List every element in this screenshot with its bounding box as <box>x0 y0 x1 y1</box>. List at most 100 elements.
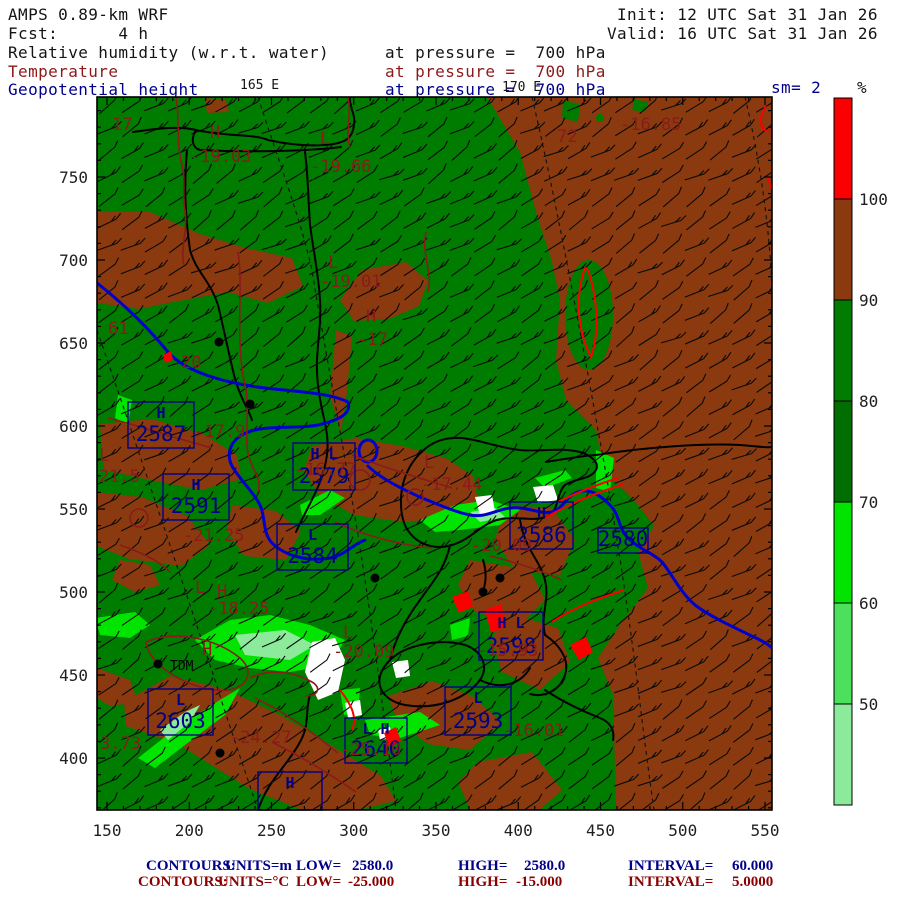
wind-barb <box>310 583 331 604</box>
y-axis-tick-label: 500 <box>59 583 88 602</box>
wind-barb <box>544 607 567 626</box>
wind-barb <box>262 445 286 462</box>
wind-barb <box>168 375 192 392</box>
wind-barb <box>684 540 710 554</box>
height-extremum-letter: H <box>285 774 294 792</box>
wind-barb <box>380 210 401 231</box>
wind-barb <box>145 746 166 767</box>
height-extremum-letter: L H <box>362 720 389 738</box>
wind-barb <box>637 143 662 159</box>
contour-info-token: LOW= <box>296 874 342 890</box>
contour-info-token: -15.000 <box>516 874 563 890</box>
wind-barb <box>708 680 733 694</box>
wind-barb <box>333 280 355 300</box>
wind-barb <box>731 516 757 531</box>
wind-barb <box>97 492 122 509</box>
wind-barb <box>426 400 451 414</box>
wind-barb <box>473 166 498 182</box>
wind-barb <box>731 236 756 252</box>
wind-barb <box>731 563 757 578</box>
contour-info-token: HIGH= <box>458 858 508 874</box>
colorbar-tick-label: 60 <box>859 594 878 613</box>
wind-barb <box>332 260 357 275</box>
wind-barb <box>261 749 286 764</box>
wind-barb <box>591 257 613 277</box>
wind-barb <box>168 467 191 486</box>
wind-barb <box>238 283 263 298</box>
wind-barb <box>145 467 167 487</box>
wind-barb <box>121 561 144 579</box>
wind-barb <box>263 257 284 277</box>
wind-barb <box>686 210 707 231</box>
wind-barb <box>121 188 144 206</box>
wind-barb <box>261 121 287 135</box>
wind-barb <box>357 792 377 810</box>
wind-barb <box>521 677 543 696</box>
contour-info-token: -25.000 <box>348 874 395 890</box>
meridian-lines <box>97 97 772 810</box>
wind-barb <box>262 210 284 231</box>
wind-barb <box>639 233 660 254</box>
wind-barb <box>708 259 733 275</box>
wind-barb <box>380 396 401 417</box>
wind-barb <box>662 514 684 533</box>
wind-barb <box>685 770 707 789</box>
wind-barb <box>543 283 568 299</box>
wind-barb <box>590 587 616 600</box>
wind-barb <box>214 657 240 670</box>
wind-barb <box>309 537 332 556</box>
temperature-label: -19.01 <box>320 272 381 292</box>
wind-barb <box>355 331 381 344</box>
wind-barb <box>615 792 636 810</box>
wind-barb <box>144 587 170 601</box>
wind-barb <box>567 142 591 160</box>
wind-barb <box>544 420 566 440</box>
wind-barb <box>355 423 381 438</box>
wind-barb <box>731 587 757 601</box>
wind-barb <box>333 420 355 440</box>
wind-barb <box>543 145 569 158</box>
wind-barb <box>122 629 142 650</box>
wind-barb <box>567 423 592 438</box>
wind-barb <box>98 303 120 324</box>
wind-barb <box>661 141 685 160</box>
wind-barb <box>309 631 333 649</box>
wind-barb <box>214 401 240 414</box>
wind-barb <box>451 139 471 161</box>
wind-barb <box>332 447 358 461</box>
wind-barb <box>192 746 213 767</box>
meridian-label: 165 E <box>240 78 280 93</box>
wind-barb <box>355 191 381 205</box>
temperature-label: 20 <box>181 353 201 373</box>
temperature-label: -16.01 <box>503 721 564 741</box>
colorbar-segment <box>834 199 852 300</box>
wind-barb <box>402 167 428 181</box>
wind-barb <box>543 377 569 391</box>
wind-barb <box>356 583 378 603</box>
temperature-label: -18.25 <box>208 599 269 619</box>
wind-barb <box>403 467 426 486</box>
wind-barb <box>216 489 236 511</box>
wind-barb <box>215 795 239 810</box>
wind-barb <box>308 611 334 624</box>
contour-info-token: 2580.0 <box>352 858 394 874</box>
wind-barb <box>731 166 756 182</box>
wind-barb <box>356 257 378 277</box>
wind-barb <box>239 699 260 720</box>
temperature-label: L <box>320 129 330 149</box>
wind-barb <box>427 163 447 185</box>
wind-barb <box>637 725 662 741</box>
wind-barb <box>568 747 590 766</box>
wind-barb <box>263 186 283 208</box>
wind-barb <box>520 725 545 741</box>
wind-barb <box>520 399 545 415</box>
wind-barb <box>708 587 734 600</box>
wind-barb <box>639 280 659 301</box>
axes-frame-layer: 150 200 250 300 350 400 450 500 550 750 700 650 600 5… <box>59 96 779 840</box>
wind-barb <box>121 351 144 370</box>
wind-barb <box>732 678 756 695</box>
wind-barb <box>662 280 684 300</box>
